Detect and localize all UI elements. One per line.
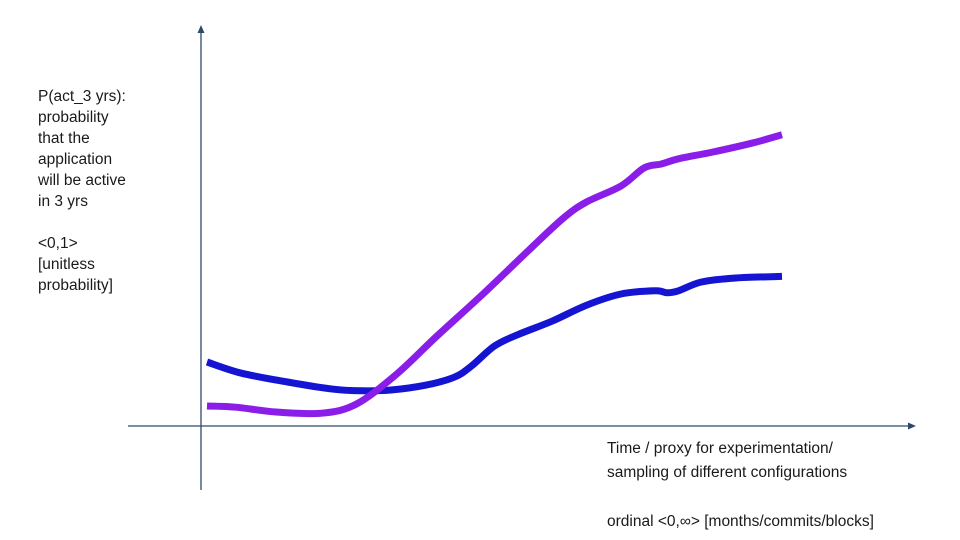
y-axis-label: P(act_3 yrs): probability that the applicat… [38,86,188,296]
series-layer [205,131,783,418]
y-axis-title-line-4: application [38,151,113,168]
series-line-purple [206,131,783,418]
y-axis-title-line-3: that the [38,130,90,147]
y-axis-title-line-5: will be active [38,172,126,189]
y-axis-title-line-1: P(act_3 yrs): [38,88,126,105]
y-axis-units-line-1: [unitless [38,256,95,273]
y-axis-title-line-2: probability [38,109,109,126]
series-line-blue [205,272,783,395]
y-axis-title: P(act_3 yrs): probability that the applicat… [38,86,188,212]
x-axis-label-line-2: sampling of different configurations [607,464,848,481]
y-axis-range: <0,1> [38,235,78,252]
x-axis-label-line-1: Time / proxy for experimentation/ [607,440,833,457]
y-axis-title-line-6: in 3 yrs [38,193,88,210]
y-axis-units: [unitless probability] [38,254,188,296]
y-axis-units-line-2: probability] [38,277,113,294]
axes [128,25,916,490]
x-axis-label: Time / proxy for experimentation/samplin… [607,437,847,485]
x-axis-arrow [908,422,916,430]
x-axis-units: ordinal <0,∞> [months/commits/blocks] [607,513,874,530]
y-axis-arrow [197,25,205,33]
